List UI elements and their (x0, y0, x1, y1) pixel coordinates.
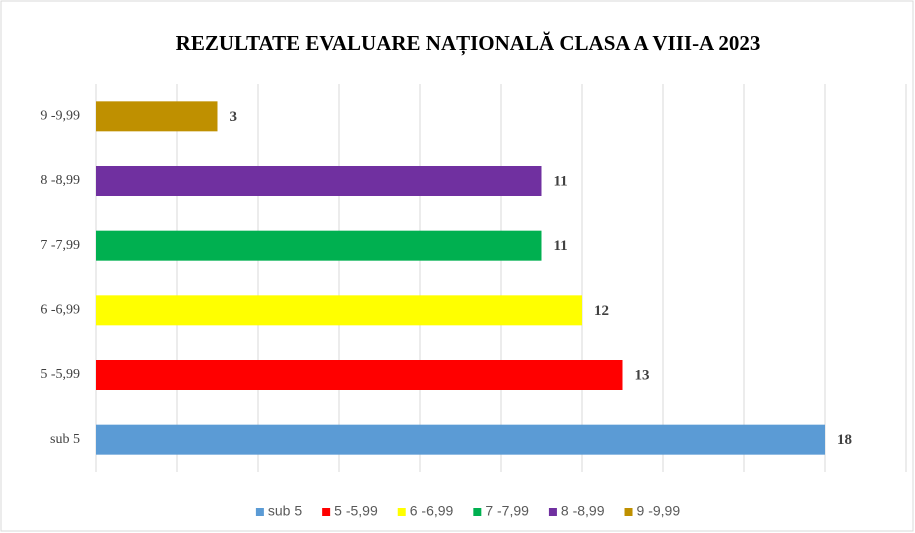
y-tick-label: 5 -5,99 (40, 367, 80, 382)
bar (96, 295, 582, 326)
bar (96, 424, 825, 455)
value-label: 11 (554, 238, 568, 254)
legend-label: 7 -7,99 (485, 503, 529, 519)
y-tick-label: 8 -8,99 (40, 173, 80, 188)
legend-swatch (473, 508, 482, 516)
legend-label: 6 -6,99 (410, 503, 454, 519)
bar (96, 166, 542, 196)
value-label: 18 (837, 432, 852, 448)
legend-swatch (255, 508, 264, 516)
chart-title: REZULTATE EVALUARE NAȚIONALĂ CLASA A VII… (176, 31, 761, 56)
bar (96, 230, 542, 261)
legend-swatch (548, 508, 557, 516)
value-label: 13 (635, 367, 650, 383)
legend-label: 8 -8,99 (561, 503, 605, 519)
value-label: 3 (230, 109, 238, 125)
value-label: 11 (554, 173, 568, 189)
legend-swatch (624, 508, 633, 516)
legend-label: 5 -5,99 (334, 503, 378, 519)
y-tick-label: 9 -9,99 (40, 109, 80, 124)
legend-swatch (322, 508, 331, 516)
y-tick-label: sub 5 (50, 432, 80, 447)
legend-label: 9 -9,99 (637, 503, 681, 519)
legend-label: sub 5 (268, 503, 302, 519)
bar (96, 101, 218, 132)
y-tick-label: 6 -6,99 (40, 303, 80, 318)
bar (96, 360, 623, 390)
value-label: 12 (594, 303, 609, 319)
y-tick-label: 7 -7,99 (40, 238, 80, 253)
legend-swatch (397, 508, 406, 516)
